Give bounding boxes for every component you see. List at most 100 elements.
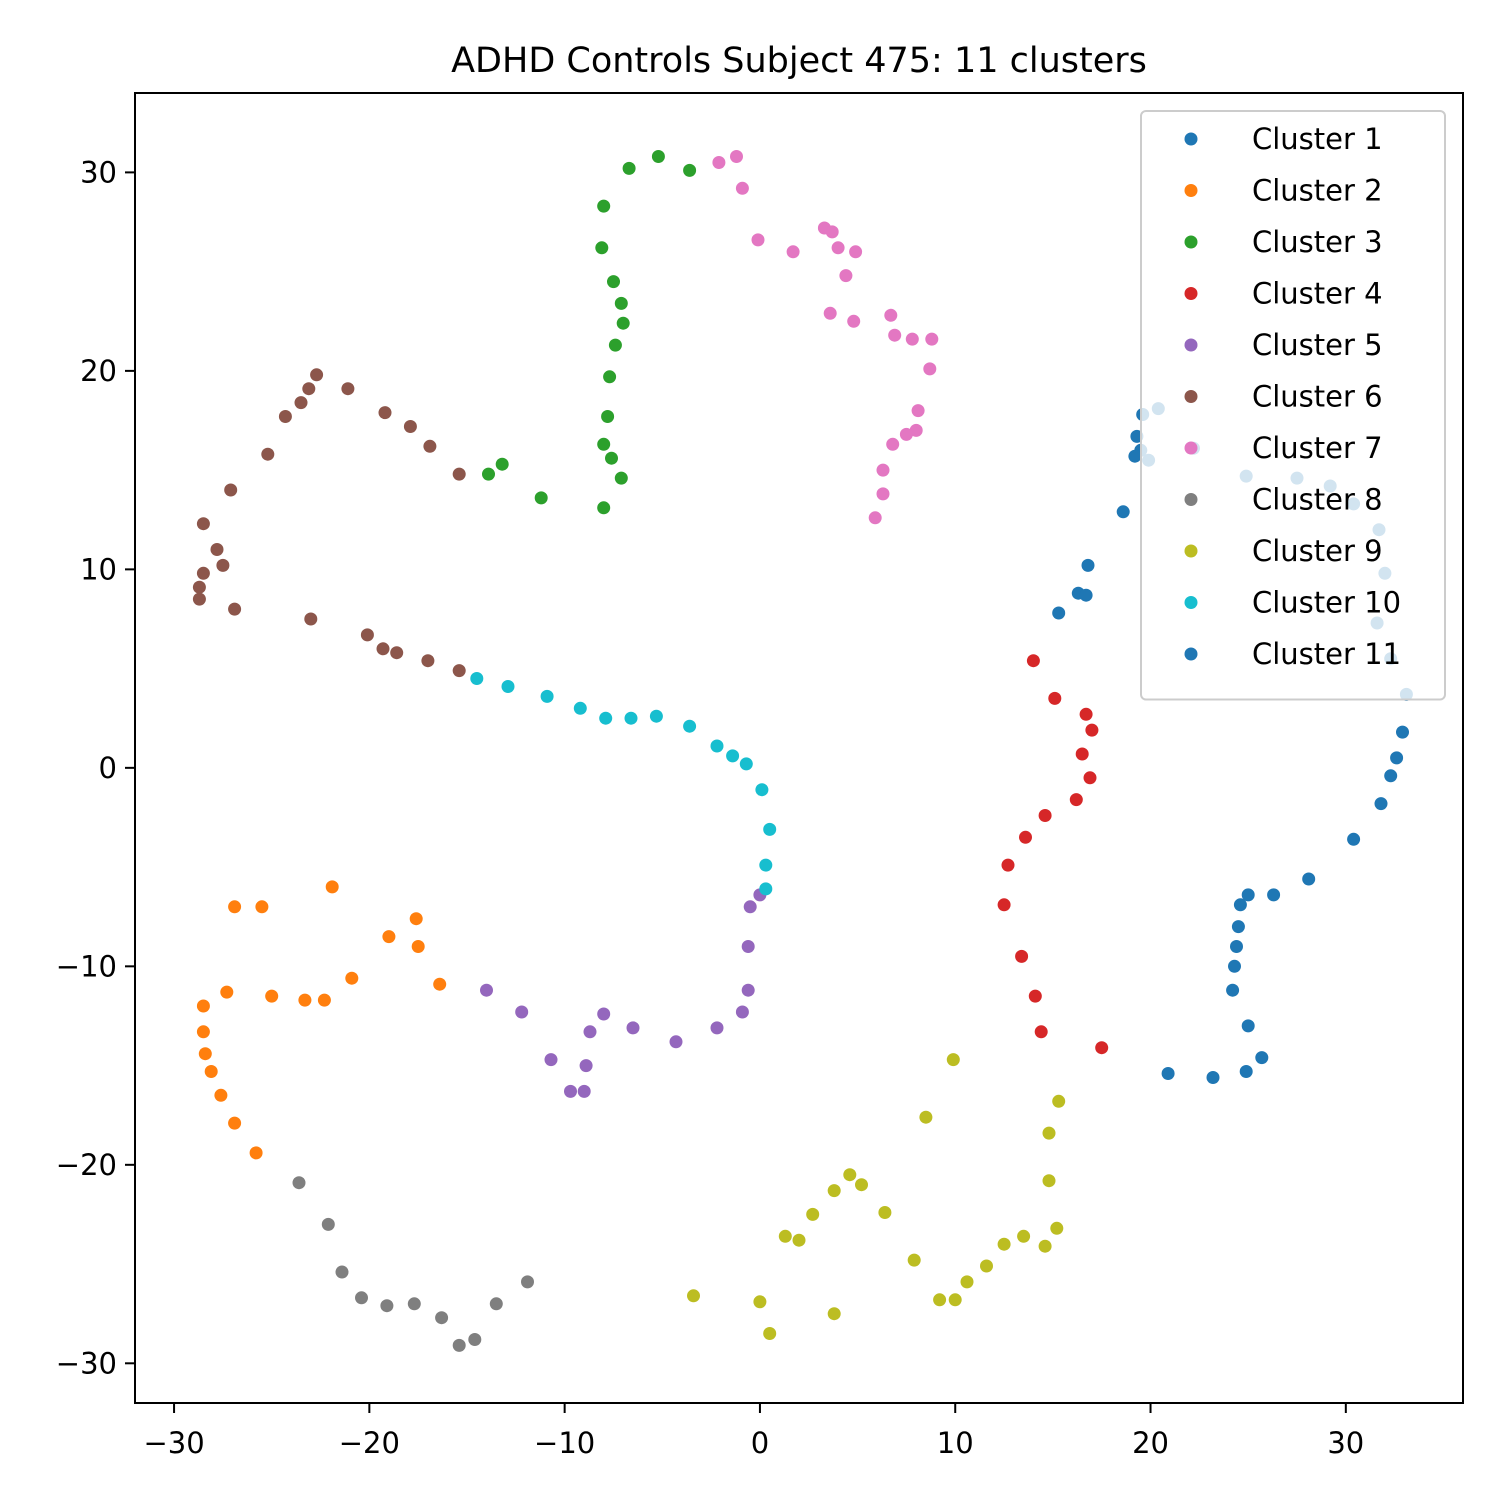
data-point — [741, 940, 755, 953]
data-point — [1228, 959, 1241, 973]
data-point — [763, 822, 777, 836]
data-point — [735, 1005, 749, 1019]
data-point — [480, 983, 493, 997]
data-point — [495, 457, 509, 471]
data-point — [755, 783, 769, 797]
data-point — [739, 757, 753, 771]
data-point — [649, 709, 663, 723]
data-point — [192, 580, 206, 594]
data-point — [360, 628, 374, 642]
data-point — [204, 1065, 218, 1078]
data-point — [198, 1047, 212, 1061]
data-point — [390, 646, 404, 660]
data-point — [1038, 1239, 1052, 1253]
data-point — [378, 406, 392, 420]
data-point — [614, 471, 628, 485]
series-cluster-11 — [1161, 888, 1281, 1084]
data-point — [960, 1275, 974, 1289]
data-point — [1050, 1221, 1064, 1235]
data-point — [196, 517, 210, 531]
data-point — [583, 1025, 597, 1039]
legend-label: Cluster 5 — [1252, 328, 1383, 362]
data-point — [839, 269, 853, 283]
data-point — [421, 654, 435, 668]
data-point — [743, 900, 757, 914]
data-point — [1083, 771, 1097, 785]
data-point — [321, 1217, 335, 1231]
data-point — [341, 382, 355, 396]
data-point — [741, 983, 755, 997]
data-point — [1347, 832, 1361, 846]
data-point — [544, 1053, 558, 1067]
data-point — [1081, 558, 1095, 572]
data-point — [925, 332, 939, 346]
data-point — [489, 1297, 503, 1311]
data-point — [1075, 747, 1089, 761]
data-point — [1302, 872, 1316, 886]
data-point — [1390, 751, 1404, 765]
legend: Cluster 1 Cluster 2 Cluster 3 Cluster 4 Clus… — [1140, 110, 1446, 701]
data-point — [753, 1295, 767, 1309]
series-cluster-2 — [196, 880, 447, 1160]
data-point — [726, 749, 740, 763]
data-point — [1085, 723, 1099, 737]
data-point — [831, 241, 845, 255]
legend-marker — [1184, 441, 1198, 455]
data-point — [1267, 888, 1281, 902]
data-point — [435, 1311, 449, 1325]
data-point — [946, 1053, 960, 1067]
x-tick-label: 10 — [937, 1426, 974, 1460]
data-point — [933, 1293, 947, 1307]
data-point — [325, 880, 339, 894]
data-point — [751, 233, 765, 247]
data-point — [919, 1110, 933, 1124]
data-point — [220, 985, 234, 999]
data-point — [355, 1291, 368, 1305]
data-point — [192, 592, 206, 606]
data-point — [608, 338, 622, 352]
data-point — [827, 1307, 841, 1321]
legend-marker — [1184, 338, 1198, 352]
x-tick-label: 0 — [751, 1426, 769, 1460]
data-point — [605, 451, 618, 465]
data-point — [1206, 1071, 1220, 1084]
data-point — [759, 882, 773, 896]
data-point — [599, 711, 613, 725]
x-tick-label: 20 — [1132, 1426, 1169, 1460]
data-point — [1230, 940, 1243, 953]
data-point — [573, 701, 587, 715]
data-point — [595, 241, 609, 255]
data-point — [249, 1146, 263, 1160]
y-tick-label: 0 — [99, 751, 117, 785]
data-point — [597, 501, 611, 515]
legend-label: Cluster 2 — [1252, 174, 1383, 208]
data-point — [827, 1184, 841, 1198]
data-point — [298, 993, 312, 1007]
data-point — [899, 427, 913, 441]
data-point — [1042, 1174, 1056, 1188]
y-tick-label: −20 — [56, 1148, 117, 1182]
axes: −30 −20 −10 0 10 20 30 −30 −20 −10 0 10 20 30 — [56, 155, 1364, 1460]
data-point — [907, 1253, 921, 1267]
data-point — [888, 328, 902, 342]
legend-box — [1140, 110, 1446, 701]
chart-title: ADHD Controls Subject 475: 11 clusters — [451, 41, 1147, 81]
data-point — [380, 1299, 394, 1313]
data-point — [948, 1293, 962, 1307]
data-point — [1052, 1094, 1066, 1108]
data-point — [515, 1005, 529, 1019]
legend-marker — [1184, 390, 1198, 403]
data-point — [433, 977, 447, 991]
data-point — [884, 308, 898, 322]
data-point — [1161, 1067, 1175, 1080]
data-point — [302, 382, 316, 396]
data-point — [687, 1289, 700, 1303]
legend-marker — [1184, 287, 1198, 300]
data-point — [1026, 654, 1040, 668]
data-point — [1116, 505, 1130, 519]
data-point — [196, 1025, 210, 1039]
data-point — [407, 1297, 421, 1311]
data-point — [1095, 1041, 1109, 1055]
data-point — [1226, 983, 1240, 997]
data-point — [597, 437, 611, 451]
